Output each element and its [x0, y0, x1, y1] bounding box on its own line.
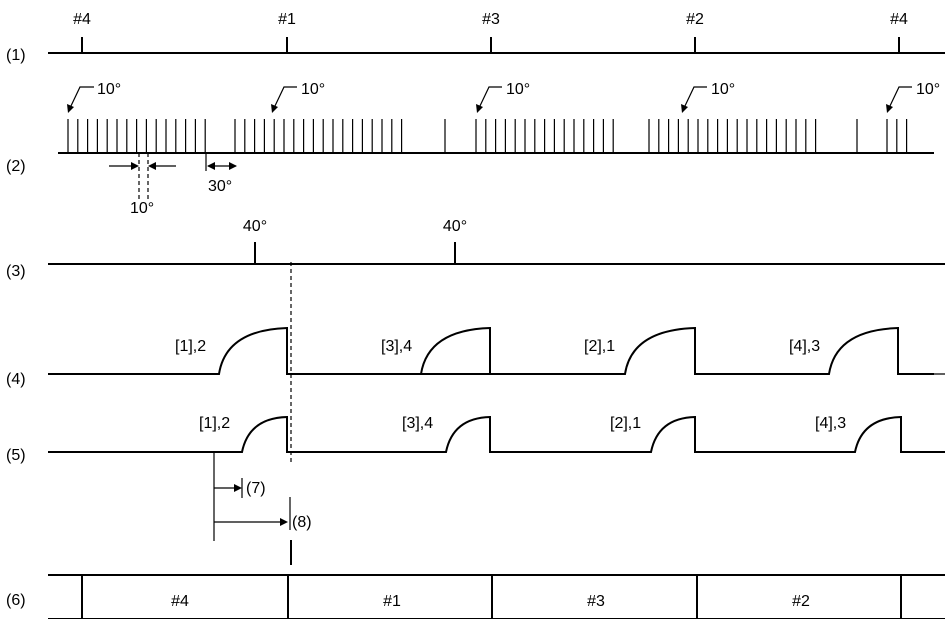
row2-crank-teeth	[58, 119, 934, 154]
row5-label-3: [2],1	[610, 415, 641, 432]
row1-label-cyl1: #1	[278, 11, 296, 28]
timing-markers	[213, 452, 292, 565]
row1-label-cyl4: #4	[73, 11, 91, 28]
row4-label-4: [4],3	[789, 338, 820, 355]
row5-waveform	[48, 415, 945, 453]
row2-angle-label-1: 10°	[97, 81, 121, 98]
row-label-6: (6)	[6, 592, 26, 609]
row4-label-3: [2],1	[584, 338, 615, 355]
row4-label-1: [1],2	[175, 338, 206, 355]
row6-label-cyl3: #3	[587, 593, 605, 610]
row4-waveform	[48, 326, 934, 376]
crank-tooth-group	[67, 119, 908, 153]
row4-label-2: [3],4	[381, 338, 412, 355]
row6-label-cyl4: #4	[171, 593, 189, 610]
row1-label-cyl2: #2	[686, 11, 704, 28]
row-label-3: (3)	[6, 263, 26, 280]
row6-label-cyl1: #1	[383, 593, 401, 610]
row2-angle-label-2: 10°	[301, 81, 325, 98]
row1-label-cyl4-end: #4	[890, 11, 908, 28]
row-label-1: (1)	[6, 47, 26, 64]
row5-label-1: [1],2	[199, 415, 230, 432]
row5-label-2: [3],4	[402, 415, 433, 432]
marker-label-8: (8)	[292, 514, 312, 531]
marker-label-7: (7)	[246, 480, 266, 497]
row2-gap-label: 30°	[208, 178, 232, 195]
row6-band	[48, 574, 945, 619]
row1-label-cyl3: #3	[482, 11, 500, 28]
row2-angle-callouts	[67, 86, 912, 113]
row2-angle-label-4: 10°	[711, 81, 735, 98]
row-label-4: (4)	[6, 371, 26, 388]
row5-label-4: [4],3	[815, 415, 846, 432]
row2-pitch-label: 10°	[130, 200, 154, 217]
row3-label-1: 40°	[243, 218, 267, 235]
row3-label-2: 40°	[443, 218, 467, 235]
row1-cylinder-axis	[48, 37, 945, 54]
row3-axis	[48, 242, 945, 265]
row2-pitch-dimension	[109, 153, 176, 200]
row2-angle-label-5: 10°	[916, 81, 940, 98]
row6-label-cyl2: #2	[792, 593, 810, 610]
row2-gap-dimension	[205, 153, 237, 171]
row-label-2: (2)	[6, 158, 26, 175]
row2-angle-label-3: 10°	[506, 81, 530, 98]
row-label-5: (5)	[6, 447, 26, 464]
